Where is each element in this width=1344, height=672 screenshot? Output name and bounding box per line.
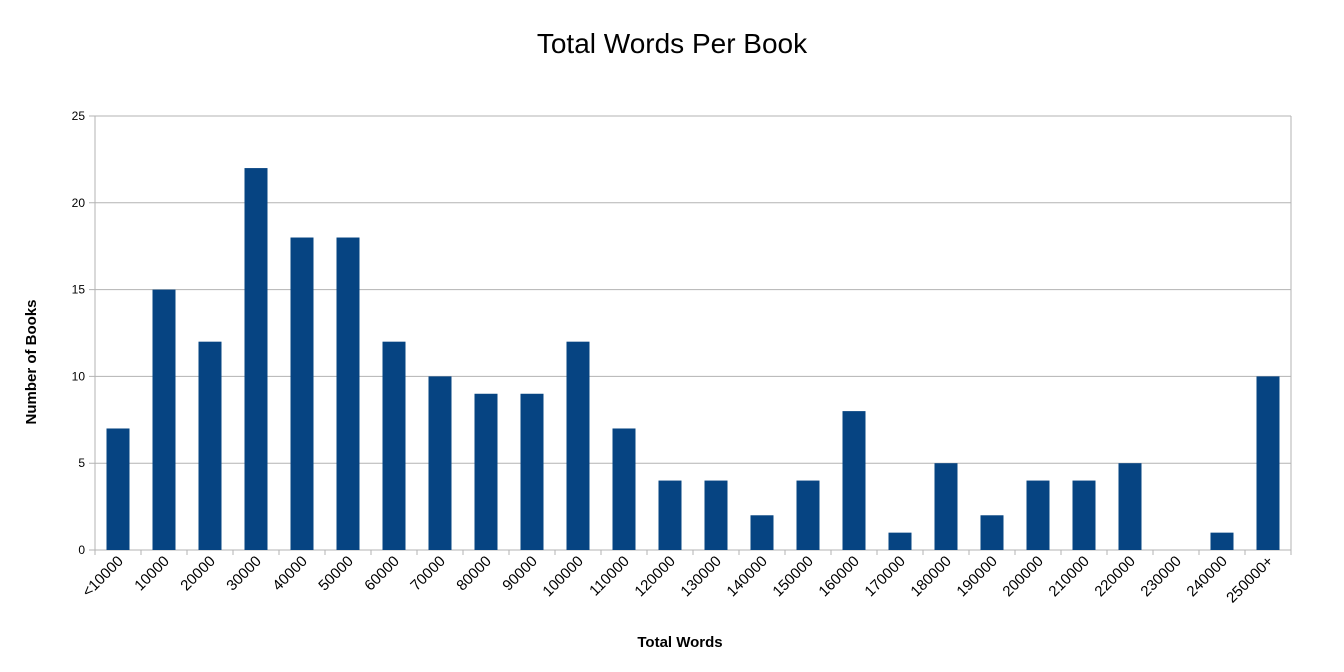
chart-title: Total Words Per Book [537,28,808,59]
y-axis-title: Number of Books [23,299,40,424]
x-tick-label: 230000 [1137,553,1184,600]
bar [106,428,130,550]
x-tick-label: 150000 [769,553,816,600]
x-tick-label: 140000 [723,553,770,600]
x-tick-label: 200000 [999,553,1046,600]
y-tick-label: 5 [78,456,85,470]
x-tick-label: 170000 [861,553,908,600]
y-tick-label: 20 [72,196,86,210]
bar [980,515,1004,550]
bar [658,480,682,550]
bar [1072,480,1096,550]
bar [290,237,314,550]
bar [1256,376,1280,550]
bar [474,393,498,550]
bar [566,341,590,550]
x-tick-label: 180000 [907,553,954,600]
bar [152,289,176,550]
bar [428,376,452,550]
x-tick-label: 40000 [269,553,311,595]
y-tick-label: 0 [78,543,85,557]
bar [1210,532,1234,550]
bar [888,532,912,550]
x-tick-label: 120000 [631,553,678,600]
x-tick-label: 210000 [1045,553,1092,600]
bar [520,393,544,550]
bar [382,341,406,550]
x-tick-label: 80000 [453,553,495,595]
bar [612,428,636,550]
x-tick-label: 250000+ [1223,553,1277,607]
bar [1118,463,1142,550]
y-tick-label: 15 [72,283,86,297]
x-tick-label: 70000 [407,553,449,595]
bar [198,341,222,550]
bar [1026,480,1050,550]
x-tick-label: 60000 [361,553,403,595]
y-tick-label: 10 [72,369,86,383]
x-tick-label: 160000 [815,553,862,600]
x-tick-label: 90000 [499,553,541,595]
bar [934,463,958,550]
x-tick-label: 30000 [223,553,265,595]
x-tick-label: 110000 [586,553,633,600]
bar [796,480,820,550]
gridlines [89,115,1292,555]
bar [842,411,866,550]
x-tick-label: 20000 [177,553,219,595]
x-tick-label: 100000 [539,553,586,600]
x-tick-label: 190000 [953,553,1000,600]
bar [244,168,268,550]
x-tick-label: <10000 [79,553,127,601]
x-tick-label: 50000 [315,553,357,595]
bars [106,168,1280,550]
x-tick-label: 10000 [131,553,173,595]
x-axis-title: Total Words [637,634,722,651]
x-tick-label: 220000 [1091,553,1138,600]
x-tick-label: 130000 [677,553,724,600]
y-tick-label: 25 [72,109,86,123]
bar [336,237,360,550]
bar [750,515,774,550]
y-axis-ticks: 0 5 10 15 20 25 [72,109,86,557]
bar [704,480,728,550]
x-axis-ticks: <10000 10000 20000 30000 40000 50000 60000 7000… [79,553,1277,607]
